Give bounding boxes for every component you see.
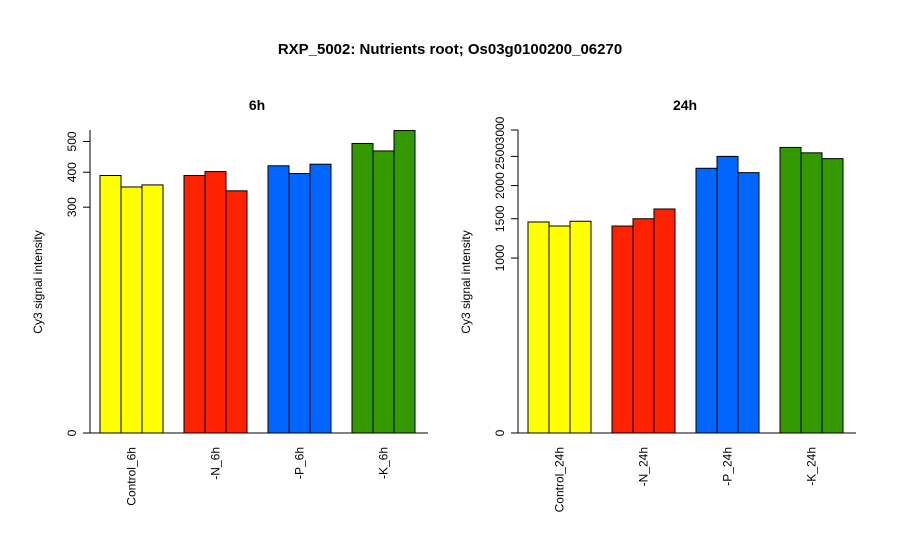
x-tick-label: -K_6h xyxy=(377,447,391,479)
bar xyxy=(120,186,143,434)
figure-title: RXP_5002: Nutrients root; Os03g0100200_0… xyxy=(278,41,622,58)
bar xyxy=(548,225,571,434)
bar xyxy=(653,208,676,434)
y-tick-label: 3000 xyxy=(493,116,507,143)
panel-title: 24h xyxy=(673,97,697,113)
x-tick-label: -P_24h xyxy=(721,447,735,486)
bar xyxy=(183,174,206,434)
axes: Control_24h -N_24h -P_24h -K_24h 0 1000 1500 20… xyxy=(493,116,856,512)
bar xyxy=(737,172,760,434)
bar xyxy=(141,184,164,434)
y-tick-label: 1000 xyxy=(493,244,507,271)
panel-title: 6h xyxy=(249,97,265,113)
bar xyxy=(695,167,718,434)
bar xyxy=(393,130,416,434)
chart-panel-6h: 6h Cy3 signal intensity Control_6h -N_6h -… xyxy=(31,97,428,506)
bar xyxy=(204,171,227,434)
x-tick-label: -K_24h xyxy=(805,447,819,486)
bar xyxy=(800,152,823,434)
y-tick-label: 0 xyxy=(65,429,79,436)
y-tick-label: 2500 xyxy=(493,143,507,170)
chart-panel-24h: 24h Cy3 signal intensity Control_24h -N_2… xyxy=(459,97,856,512)
bar xyxy=(267,165,290,434)
axes: Control_6h -N_6h -P_6h -K_6h 0 300 400 500 xyxy=(65,130,428,506)
bar xyxy=(288,173,311,434)
bar xyxy=(821,158,844,434)
bar xyxy=(527,221,550,434)
y-axis-label: Cy3 signal intensity xyxy=(31,230,45,333)
bar-group xyxy=(527,146,844,434)
x-tick-label: Control_24h xyxy=(553,447,567,512)
y-tick-label: 300 xyxy=(65,197,79,217)
bar xyxy=(309,163,332,434)
x-tick-label: -P_6h xyxy=(293,447,307,479)
y-tick-label: 0 xyxy=(493,429,507,436)
y-tick-label: 1500 xyxy=(493,205,507,232)
bar xyxy=(351,142,374,434)
bar xyxy=(225,190,248,434)
y-tick-label: 500 xyxy=(65,131,79,151)
y-axis-label: Cy3 signal intensity xyxy=(459,230,473,333)
bar xyxy=(632,218,655,434)
y-tick-label: 400 xyxy=(65,162,79,182)
x-tick-label: -N_6h xyxy=(209,447,223,480)
bar xyxy=(716,155,739,434)
bar xyxy=(99,174,122,434)
bar xyxy=(569,220,592,434)
bar-group xyxy=(99,130,416,434)
bar xyxy=(372,150,395,434)
y-tick-label: 2000 xyxy=(493,172,507,199)
bar xyxy=(611,225,634,434)
x-tick-label: Control_6h xyxy=(125,447,139,506)
bar xyxy=(779,146,802,434)
x-tick-label: -N_24h xyxy=(637,447,651,486)
